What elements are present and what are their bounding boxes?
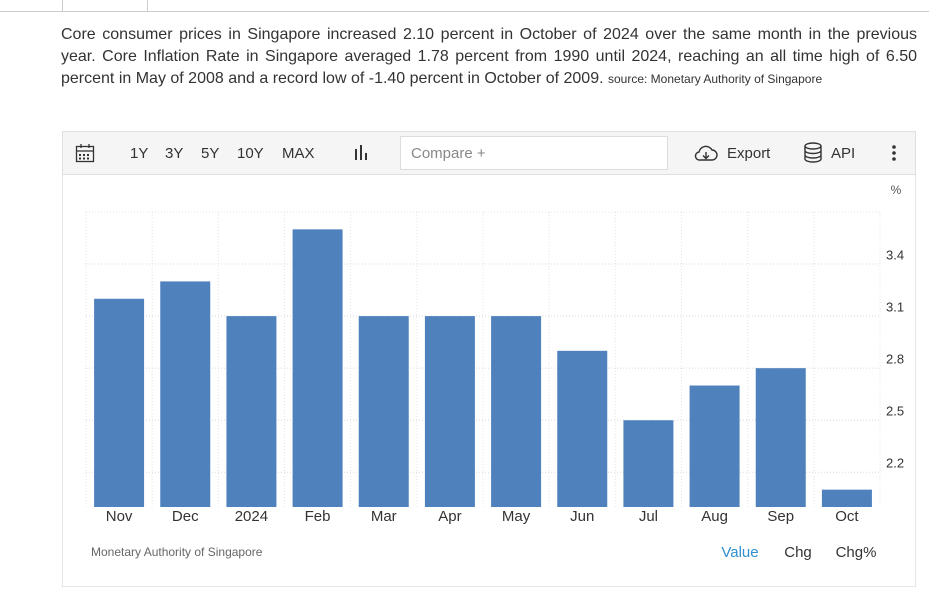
range-button[interactable]: 10Y xyxy=(237,145,264,162)
description: Core consumer prices in Singapore increa… xyxy=(61,24,917,90)
tab-border xyxy=(0,11,62,12)
x-tick-label: Feb xyxy=(305,508,331,525)
export-icon[interactable] xyxy=(694,144,718,164)
bar xyxy=(358,316,409,507)
calendar-icon[interactable] xyxy=(75,143,95,163)
x-tick-label: Jun xyxy=(570,508,594,525)
x-tick-label: Aug xyxy=(701,508,728,525)
footer-tab[interactable]: Value xyxy=(721,544,758,561)
description-text: Core consumer prices in Singapore increa… xyxy=(61,26,917,87)
bar xyxy=(94,298,145,507)
bar xyxy=(424,316,475,507)
api-button[interactable]: API xyxy=(831,145,856,162)
bar xyxy=(821,489,872,507)
y-tick-label: 3.1 xyxy=(886,300,904,315)
bar xyxy=(491,316,542,507)
chart: 2.2 2.5 2.8 3.1 3.4% Nov Dec 2024 Feb Mar Apr May Ju… xyxy=(85,183,904,561)
description-source: source: Monetary Authority of Singapore xyxy=(608,72,823,86)
footer-tab[interactable]: Chg% xyxy=(836,544,877,561)
bar xyxy=(557,350,608,507)
compare-input[interactable]: Compare + xyxy=(400,136,668,170)
bar xyxy=(623,420,674,507)
x-tick-label: Sep xyxy=(767,508,794,525)
range-button[interactable]: 1Y xyxy=(130,145,149,162)
y-tick-label: 2.5 xyxy=(886,404,904,419)
x-tick-label: Oct xyxy=(835,508,859,525)
footer-tab[interactable]: Chg xyxy=(784,544,812,561)
y-tick-label: 2.2 xyxy=(886,456,904,471)
bar xyxy=(226,316,277,507)
range-button[interactable]: MAX xyxy=(282,145,315,162)
x-tick-label: Apr xyxy=(438,508,461,525)
tab[interactable] xyxy=(62,0,148,12)
range-button[interactable]: 5Y xyxy=(201,145,220,162)
bar xyxy=(689,385,740,507)
y-tick-label: 2.8 xyxy=(886,352,904,367)
api-icon[interactable] xyxy=(803,142,823,164)
x-tick-label: Mar xyxy=(371,508,397,525)
bar xyxy=(755,368,806,507)
export-button[interactable]: Export xyxy=(727,145,771,162)
range-button[interactable]: 3Y xyxy=(165,145,184,162)
more-menu[interactable] xyxy=(889,144,899,164)
bar xyxy=(160,281,211,507)
tab-border xyxy=(146,11,929,12)
chart-type-icon[interactable] xyxy=(353,144,371,162)
x-tick-label: Jul xyxy=(639,508,658,525)
toolbar: 1Y 3Y 5Y 10Y MAX Compare + Export API xyxy=(62,131,916,175)
y-tick-label: 3.4 xyxy=(886,247,904,262)
bar xyxy=(292,229,343,507)
x-tick-label: 2024 xyxy=(235,508,268,525)
unit-label: % xyxy=(891,183,902,197)
footer-source: Monetary Authority of Singapore xyxy=(91,545,263,559)
x-tick-label: Nov xyxy=(106,508,133,525)
x-tick-label: May xyxy=(502,508,531,525)
x-tick-label: Dec xyxy=(172,508,199,525)
